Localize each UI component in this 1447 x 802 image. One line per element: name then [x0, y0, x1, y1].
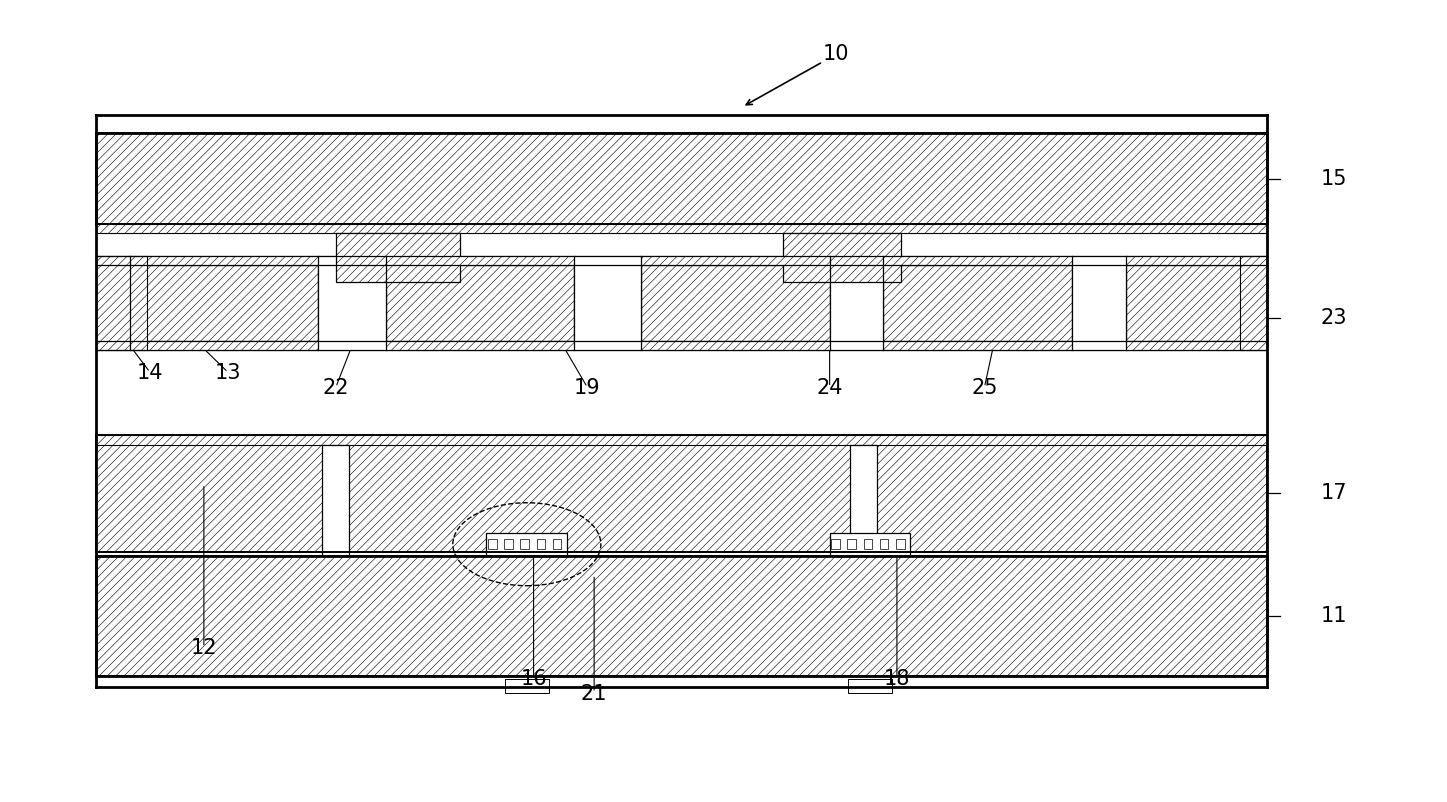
- Bar: [880, 539, 888, 549]
- Bar: [1126, 341, 1268, 350]
- Bar: [488, 539, 496, 549]
- Bar: [537, 539, 546, 549]
- Bar: [884, 265, 1072, 341]
- Bar: [130, 265, 318, 341]
- Bar: [1126, 265, 1268, 341]
- Text: 10: 10: [823, 44, 849, 64]
- Bar: [783, 233, 901, 282]
- Bar: [1126, 257, 1268, 265]
- Bar: [521, 539, 530, 549]
- Bar: [486, 533, 567, 556]
- Bar: [96, 435, 1268, 552]
- Bar: [96, 257, 130, 350]
- Bar: [849, 445, 877, 556]
- Bar: [553, 539, 561, 549]
- Bar: [829, 257, 884, 350]
- Text: 19: 19: [574, 379, 601, 399]
- Text: 18: 18: [884, 669, 910, 689]
- Bar: [385, 341, 574, 350]
- Bar: [1240, 257, 1268, 350]
- Bar: [96, 257, 1268, 265]
- Bar: [130, 257, 318, 265]
- Bar: [96, 556, 1268, 676]
- Text: 21: 21: [580, 683, 608, 703]
- Bar: [96, 435, 1268, 445]
- Bar: [896, 539, 904, 549]
- Text: 17: 17: [1321, 483, 1347, 503]
- Bar: [641, 257, 829, 265]
- Bar: [96, 224, 1268, 435]
- Bar: [96, 224, 1268, 233]
- Bar: [864, 539, 873, 549]
- Bar: [385, 257, 574, 265]
- Bar: [848, 539, 857, 549]
- Text: 24: 24: [816, 379, 844, 399]
- Bar: [96, 341, 1268, 350]
- Text: 14: 14: [137, 363, 164, 383]
- Bar: [504, 539, 514, 549]
- Bar: [574, 257, 641, 350]
- Text: 11: 11: [1321, 606, 1347, 626]
- Text: 23: 23: [1321, 308, 1347, 328]
- Text: 13: 13: [214, 363, 242, 383]
- Bar: [829, 533, 910, 556]
- Bar: [336, 233, 460, 282]
- Bar: [884, 257, 1072, 265]
- Text: 25: 25: [971, 379, 997, 399]
- Bar: [848, 679, 893, 693]
- Bar: [831, 539, 841, 549]
- Text: 15: 15: [1321, 168, 1347, 188]
- Bar: [1072, 257, 1126, 350]
- Bar: [641, 341, 829, 350]
- Bar: [884, 341, 1072, 350]
- Text: 12: 12: [191, 638, 217, 658]
- Bar: [641, 265, 829, 341]
- Bar: [96, 257, 148, 350]
- Bar: [323, 445, 349, 556]
- Bar: [318, 257, 385, 350]
- Bar: [130, 341, 318, 350]
- Text: 22: 22: [323, 379, 349, 399]
- Bar: [96, 133, 1268, 224]
- Text: 16: 16: [521, 669, 547, 689]
- Bar: [505, 679, 548, 693]
- Bar: [385, 265, 574, 341]
